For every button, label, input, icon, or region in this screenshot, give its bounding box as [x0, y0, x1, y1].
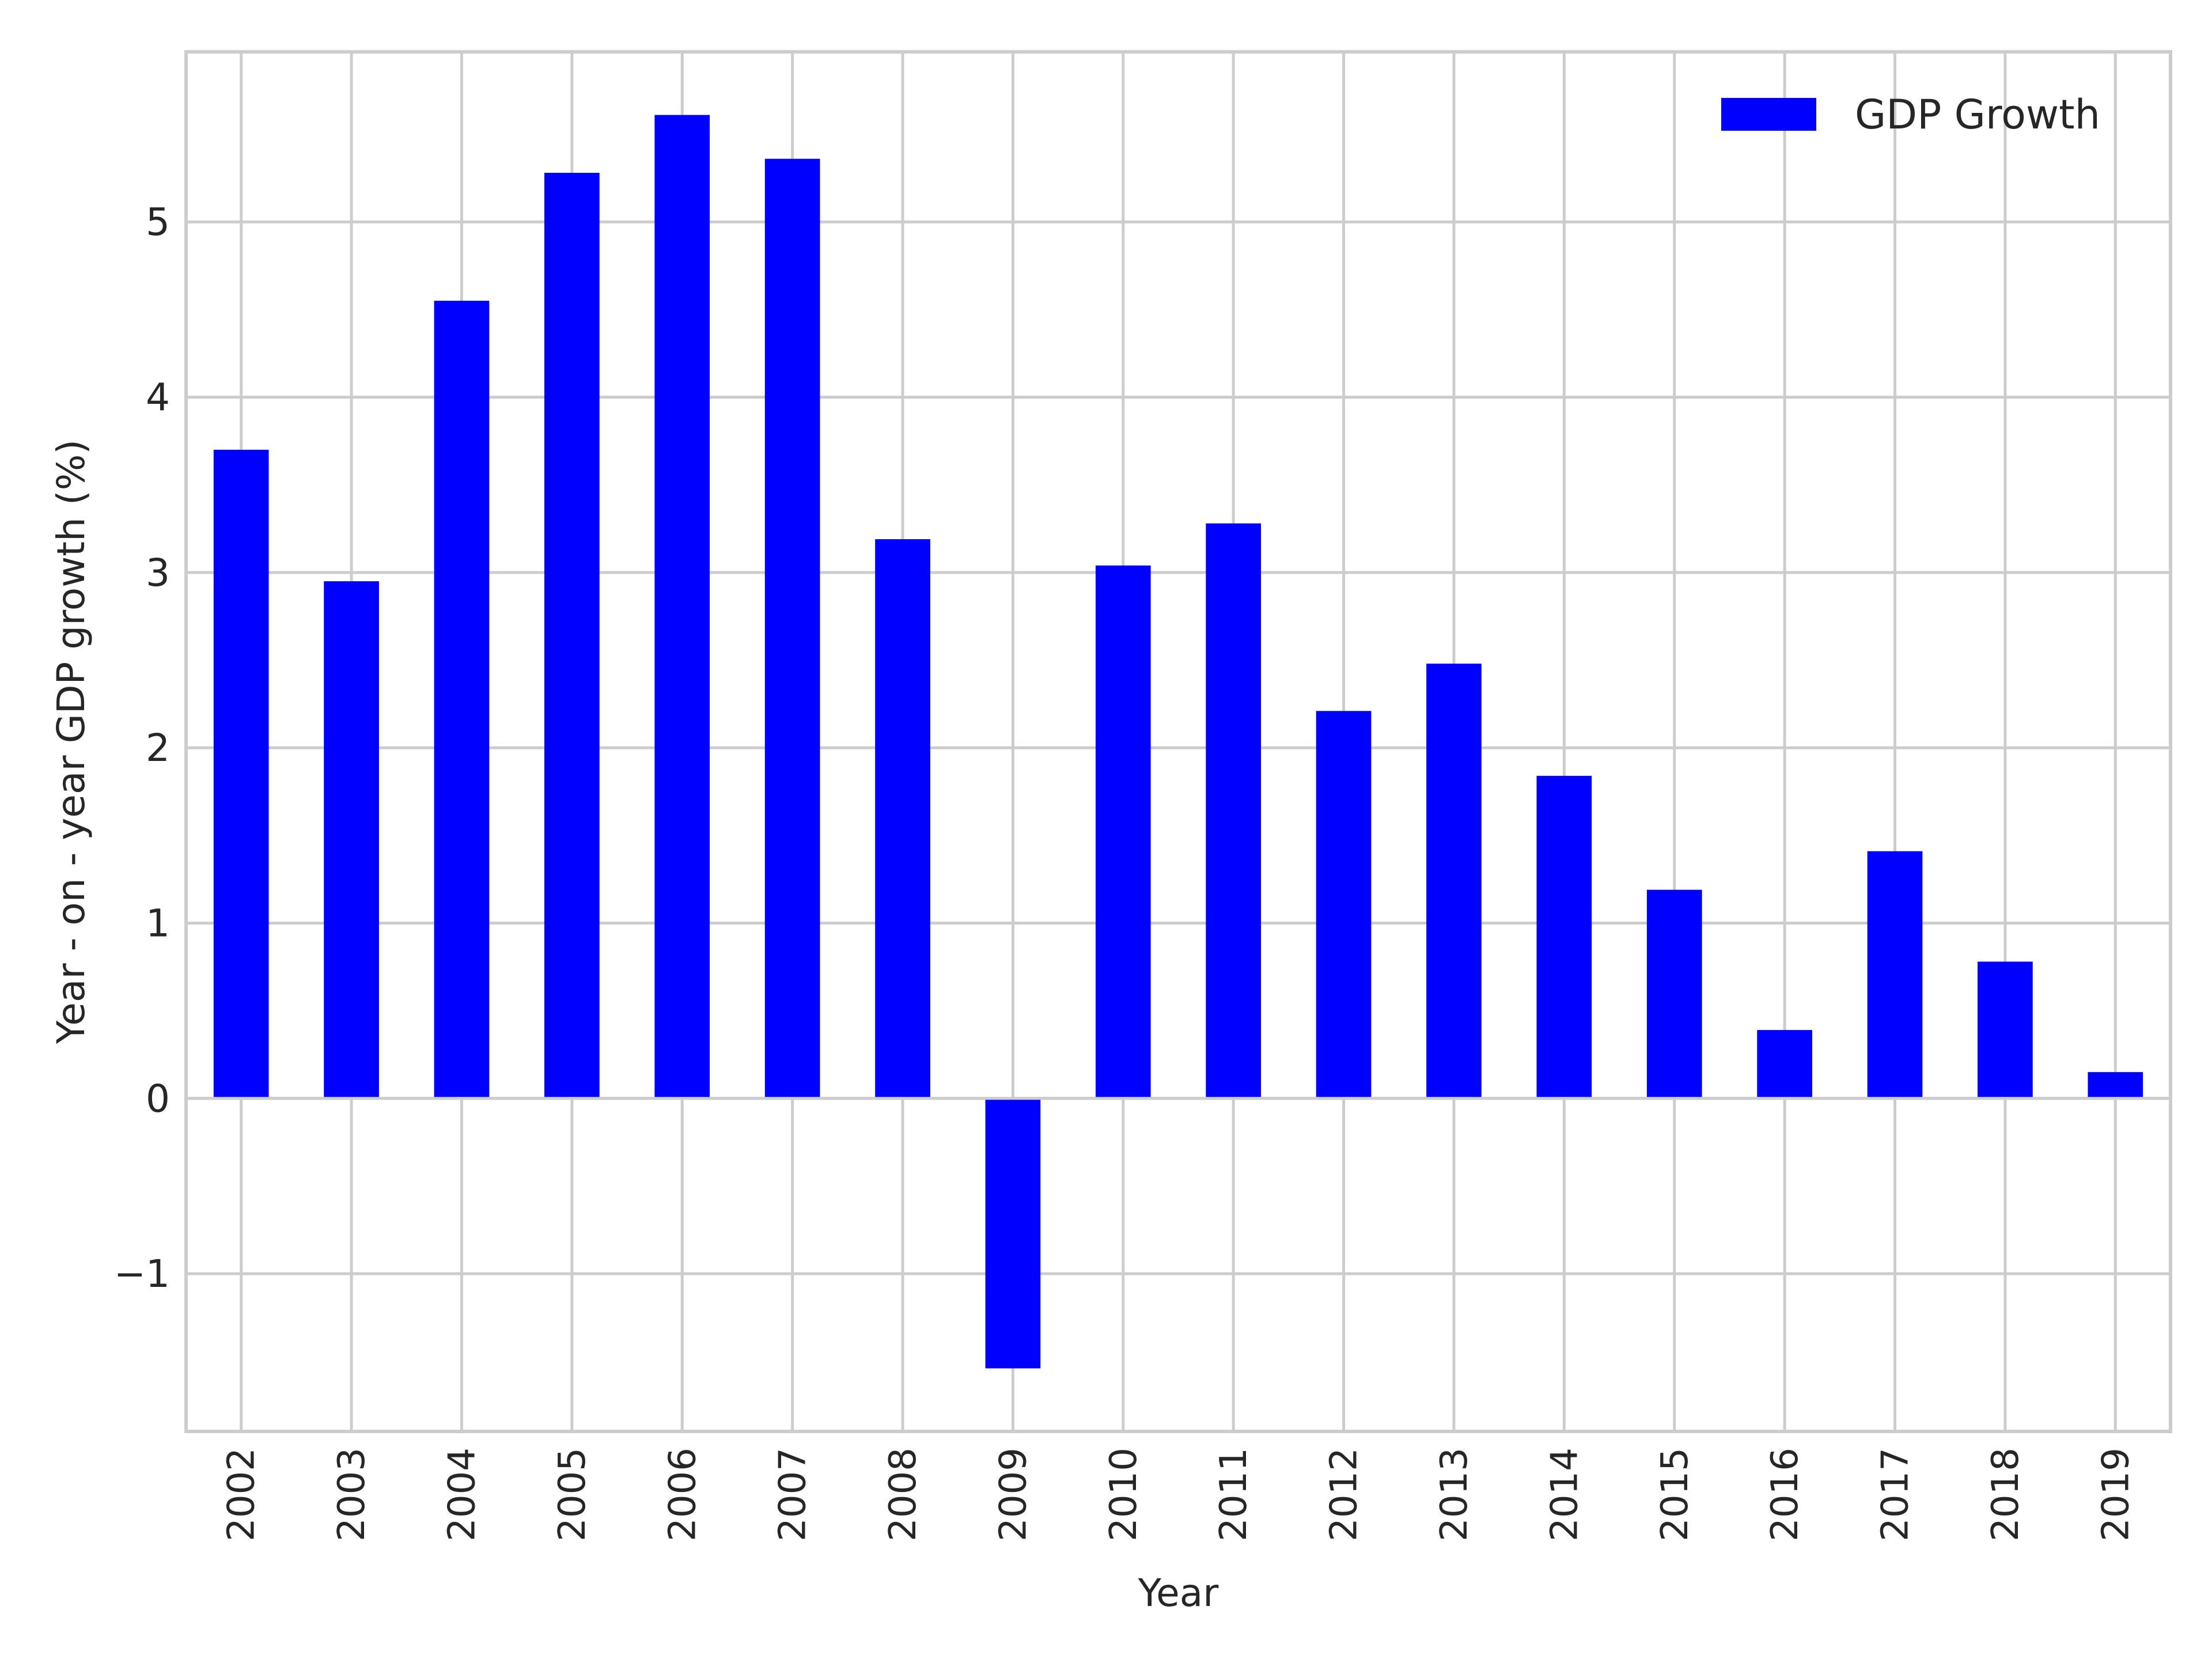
x-tick-label: 2007 [772, 1448, 815, 1541]
bar-2017 [1867, 851, 1923, 1099]
x-tick-labels: 2002 2003 2004 2005 2006 2007 2008 2009 2010 2011… [221, 1448, 2138, 1541]
y-tick-label: 1 [146, 901, 170, 945]
x-tick-label: 2006 [661, 1448, 704, 1541]
x-tick-label: 2017 [1874, 1448, 1917, 1541]
x-tick-label: 2012 [1323, 1448, 1366, 1541]
x-tick-label: 2014 [1543, 1448, 1586, 1541]
y-tick-label: 5 [146, 200, 170, 244]
y-tick-label: 4 [146, 376, 170, 420]
bar-2005 [544, 172, 600, 1099]
bar-2015 [1646, 889, 1702, 1099]
x-tick-label: 2015 [1654, 1448, 1696, 1541]
bar-2011 [1206, 523, 1262, 1099]
bar-2009 [985, 1098, 1041, 1369]
x-tick-label: 2016 [1764, 1448, 1806, 1541]
y-tick-label: 2 [146, 726, 170, 770]
bar-2018 [1978, 961, 2033, 1099]
x-tick-label: 2013 [1433, 1448, 1476, 1541]
y-tick-label: 3 [146, 551, 170, 595]
legend: GDP Growth [1721, 91, 2100, 138]
bar-2002 [213, 449, 269, 1099]
x-tick-label: 2010 [1103, 1448, 1145, 1541]
bar-2016 [1757, 1030, 1812, 1099]
x-tick-label: 2011 [1213, 1448, 1255, 1541]
bars [213, 115, 2143, 1369]
x-tick-label: 2005 [551, 1448, 594, 1541]
y-tick-labels: −1 0 1 2 3 4 5 [114, 200, 170, 1296]
bar-2013 [1426, 664, 1482, 1099]
y-tick-label: 0 [146, 1077, 170, 1121]
legend-label-gdp-growth: GDP Growth [1855, 91, 2100, 138]
bar-2003 [324, 581, 379, 1099]
x-axis-label: Year [1138, 1571, 1219, 1615]
bar-2008 [875, 539, 930, 1099]
bar-2010 [1095, 565, 1151, 1099]
bar-2006 [654, 115, 710, 1099]
x-tick-label: 2019 [2094, 1448, 2137, 1541]
bar-2012 [1316, 711, 1372, 1099]
bar-2004 [434, 301, 490, 1099]
bar-2014 [1536, 775, 1592, 1099]
x-tick-label: 2002 [221, 1448, 263, 1541]
x-tick-label: 2009 [992, 1448, 1035, 1541]
x-tick-label: 2018 [1984, 1448, 2027, 1541]
x-tick-label: 2008 [882, 1448, 925, 1541]
legend-swatch-gdp-growth [1721, 98, 1816, 131]
x-tick-label: 2003 [331, 1448, 373, 1541]
y-tick-label: −1 [114, 1252, 170, 1296]
plot-area-frame [184, 50, 2172, 1433]
bar-2019 [2088, 1072, 2143, 1099]
y-axis-label: Year - on - year GDP growth (%) [49, 440, 93, 1044]
bar-2007 [764, 158, 820, 1099]
x-tick-label: 2004 [441, 1448, 483, 1541]
